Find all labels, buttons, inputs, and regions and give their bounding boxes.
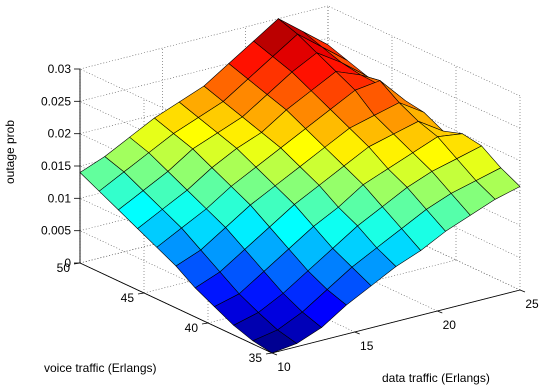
x-tick [519, 289, 526, 293]
y-tick-label: 40 [185, 321, 199, 335]
z-tick-label: 0.015 [41, 159, 71, 173]
x-tick [271, 352, 278, 356]
y-tick-label: 45 [121, 291, 135, 305]
y-axis-label: voice traffic (Erlangs) [44, 361, 156, 375]
x-axis-label: data traffic (Erlangs) [382, 371, 490, 385]
z-tick-label: 0.02 [48, 127, 72, 141]
y-axis-line [79, 262, 273, 354]
surface-mesh [79, 18, 521, 354]
x-tick [437, 310, 443, 314]
y-tick-label: 35 [249, 351, 263, 365]
z-tick-label: 0 [64, 256, 71, 270]
x-tick-label: 25 [525, 297, 539, 311]
y-tick-label: 50 [57, 261, 71, 275]
x-tick-label: 10 [277, 360, 291, 374]
axes: 10 15 20 25 35 40 45 500 0.005 0.01 0.015 0.02 0.025… [41, 62, 539, 374]
x-tick [354, 331, 360, 335]
z-tick-label: 0.01 [48, 191, 72, 205]
axis-labels: outage prob voice traffic (Erlangs) data… [3, 120, 490, 385]
z-tick-label: 0.005 [41, 224, 71, 238]
y-tick [137, 292, 145, 295]
z-tick-label: 0.03 [48, 62, 72, 76]
surface-patch [475, 167, 521, 200]
wall-grid-line [79, 5, 329, 70]
x-tick-label: 20 [443, 318, 457, 332]
y-tick [201, 322, 209, 325]
z-axis-label: outage prob [3, 120, 17, 184]
x-axis-line [271, 289, 521, 354]
z-tick-label: 0.025 [41, 94, 71, 108]
y-tick [265, 352, 273, 355]
x-tick-label: 15 [360, 339, 374, 353]
